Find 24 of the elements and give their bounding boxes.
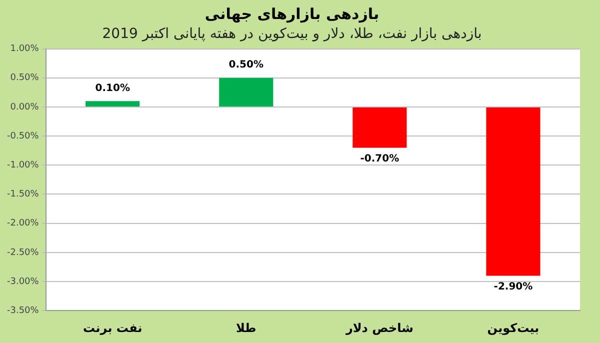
y-tick-label: -1.50%	[6, 190, 40, 200]
y-tick-label: -3.00%	[6, 276, 40, 287]
x-tick-label: شاخص دلار	[344, 320, 414, 335]
y-tick-label: -3.50%	[6, 306, 40, 316]
bar	[219, 78, 274, 106]
y-tick-label: 0.50%	[10, 73, 40, 84]
y-tick-label: -2.00%	[6, 218, 40, 229]
chart-subtitle: بازدهی بازار نفت، طلا، دلار و بیت‌کوین در هفته پایانی اکتبر 2019	[102, 26, 482, 42]
bar	[352, 107, 407, 148]
x-tick-label: طلا	[236, 320, 256, 335]
y-tick-label: -0.50%	[6, 131, 40, 142]
data-label: -2.90%	[494, 281, 533, 292]
x-tick-label: بیت‌کوین	[487, 320, 540, 335]
y-tick-label: -1.00%	[6, 160, 40, 170]
y-tick-label: 0.00%	[10, 102, 40, 112]
bar	[486, 107, 540, 276]
data-label: -0.70%	[360, 153, 400, 164]
data-label: 0.50%	[228, 59, 264, 70]
chart-title: بازدهی بازارهای جهانی	[204, 4, 380, 23]
y-tick-label: 1.00%	[10, 44, 40, 54]
x-tick-label: نفت برنت	[83, 320, 142, 335]
bar	[86, 101, 140, 106]
y-tick-label: -2.50%	[6, 248, 40, 258]
data-label: 0.10%	[95, 82, 130, 94]
